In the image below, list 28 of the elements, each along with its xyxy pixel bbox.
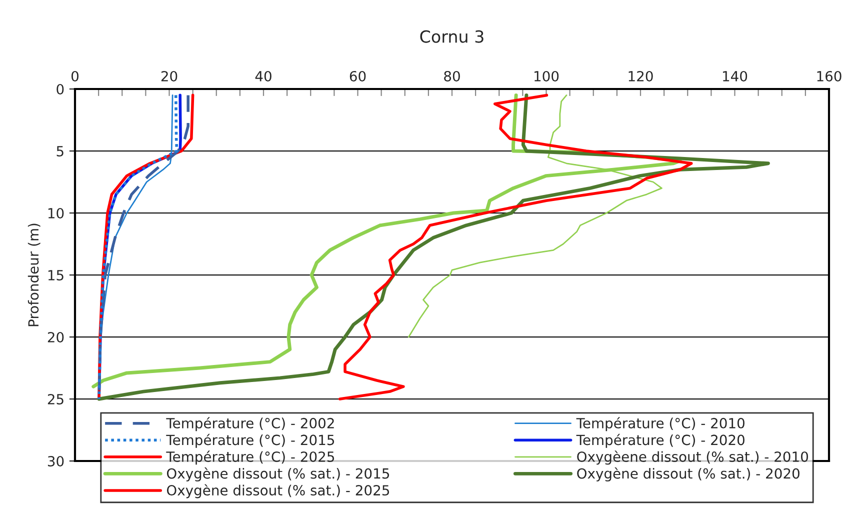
legend-label: Oxygène dissout (% sat.) - 2020 bbox=[577, 467, 800, 482]
chart-title: Cornu 3 bbox=[420, 30, 484, 43]
y-tick-label: 25 bbox=[48, 394, 64, 404]
x-tick-label: 140 bbox=[723, 70, 748, 82]
y-tick-label: 30 bbox=[48, 456, 64, 466]
y-tick-label: 0 bbox=[56, 84, 64, 94]
y-tick-label: 10 bbox=[48, 208, 64, 218]
x-tick-label: 20 bbox=[161, 70, 178, 82]
x-tick-label: 120 bbox=[628, 70, 653, 82]
legend-label: Oxygèene dissout (% sat.) - 2010 bbox=[577, 450, 808, 465]
x-tick-label: 0 bbox=[71, 70, 78, 82]
x-tick-label: 100 bbox=[534, 70, 559, 82]
x-tick-label: 160 bbox=[817, 70, 842, 82]
y-tick-label: 15 bbox=[48, 270, 64, 280]
legend-label: Température (°C) - 2025 bbox=[166, 450, 334, 465]
y-axis-title: Profondeur (m) bbox=[28, 224, 40, 326]
legend-label: Température (°C) - 2020 bbox=[576, 434, 744, 448]
legend-label: Température (°C) - 2002 bbox=[166, 417, 334, 432]
legend-label: Oxygène dissout (% sat.) - 2015 bbox=[166, 467, 390, 482]
line-series bbox=[338, 94, 693, 400]
y-tick-label: 20 bbox=[48, 332, 64, 342]
legend-label: Température (°C) - 2015 bbox=[166, 434, 334, 448]
x-tick-label: 60 bbox=[350, 70, 366, 82]
legend-label: Oxygène dissout (% sat.) - 2025 bbox=[166, 484, 390, 498]
x-tick-label: 40 bbox=[255, 70, 272, 82]
x-tick-label: 80 bbox=[444, 70, 460, 82]
legend-label: Température (°C) - 2010 bbox=[576, 417, 744, 432]
y-tick-label: 5 bbox=[56, 146, 64, 156]
